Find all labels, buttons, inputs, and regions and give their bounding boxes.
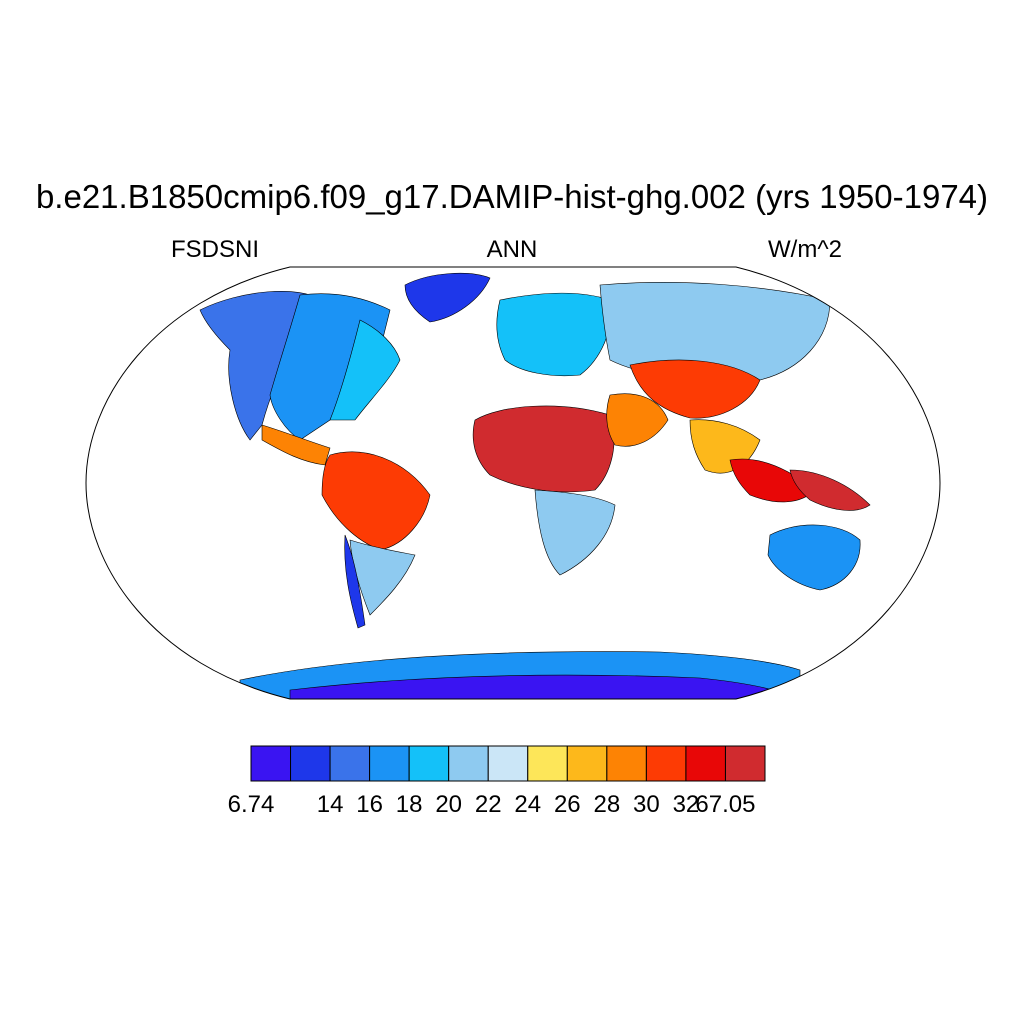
colorbar-tick-label: 32: [673, 791, 700, 818]
colorbar-tick-label: 14: [317, 791, 344, 818]
region-maritime-continent: [789, 469, 871, 511]
region-north-america-east: [329, 319, 401, 421]
colorbar-box: [527, 745, 568, 782]
plot-title: b.e21.B1850cmip6.f09_g17.DAMIP-hist-ghg.…: [35, 178, 989, 215]
colorbar-box: [566, 745, 608, 782]
colorbar-box: [606, 745, 647, 782]
colorbar-tick-label: 20: [435, 791, 462, 818]
colorbar-tick-label: 26: [554, 791, 581, 818]
colorbar-tick-label: 18: [396, 791, 423, 818]
region-greenland: [404, 272, 491, 323]
region-amazon: [321, 451, 431, 551]
colorbar-box: [645, 745, 687, 782]
colorbar-box: [329, 745, 371, 782]
colorbar-box: [685, 745, 726, 782]
colorbar-tick-label: 30: [633, 791, 660, 818]
colorbar-box: [250, 745, 292, 782]
colorbar-box: [448, 745, 489, 782]
region-arabia: [606, 393, 669, 447]
variable-label: FSDSNI: [171, 236, 260, 263]
colorbar-tick-label: 67.05: [695, 791, 755, 818]
colorbar-tick-label: 28: [593, 791, 620, 818]
region-tibet-central-asia: [629, 359, 761, 419]
region-europe: [496, 292, 612, 376]
region-southeast-asia: [729, 458, 816, 503]
colorbar-tick-label: 24: [514, 791, 541, 818]
colorbar-tick-label: 16: [356, 791, 383, 818]
colorbar-box: [724, 745, 766, 782]
region-siberia: [599, 281, 831, 382]
colorbar-box: [408, 745, 450, 782]
region-central-america: [261, 424, 331, 466]
colorbar-box: [290, 745, 331, 782]
colorbar-box: [369, 745, 410, 782]
region-australia: [767, 524, 861, 591]
colorbar-tick-label: 6.74: [228, 791, 275, 818]
region-southern-africa: [534, 489, 616, 576]
region-andes-patagonia: [344, 534, 366, 629]
season-label: ANN: [486, 236, 538, 263]
region-sahara: [472, 405, 615, 493]
colorbar-box: [487, 745, 529, 782]
colorbar-tick-label: 22: [475, 791, 502, 818]
globe-outline: [85, 266, 941, 700]
units-label: W/m^2: [768, 236, 842, 263]
